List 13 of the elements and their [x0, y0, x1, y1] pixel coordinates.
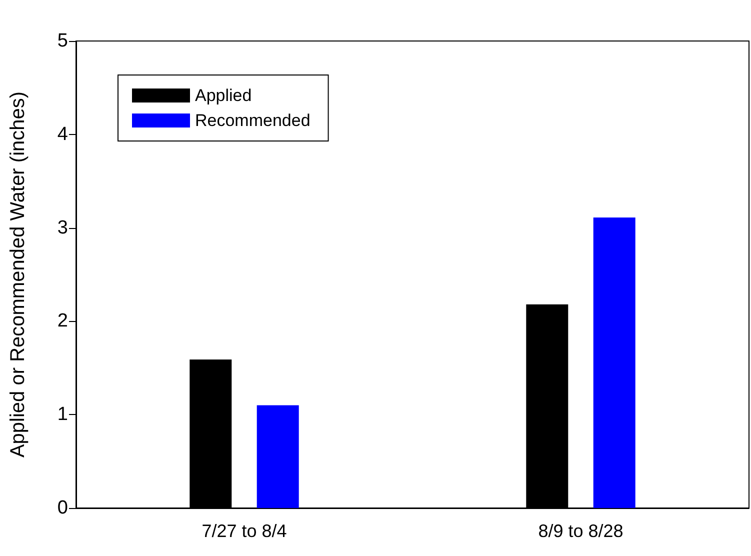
y-tick-label: 1	[57, 404, 68, 426]
legend-label: Recommended	[195, 111, 310, 130]
y-tick-label: 3	[57, 217, 68, 238]
y-tick-label: 4	[57, 124, 68, 145]
bar	[256, 405, 299, 508]
legend-label: Applied	[195, 86, 252, 105]
bar	[593, 218, 636, 508]
x-tick-label: 7/27 to 8/4	[202, 521, 287, 541]
y-tick-label: 0	[57, 498, 68, 518]
y-axis-title: Applied or Recommended Water (inches)	[7, 91, 29, 458]
x-tick-label: 8/9 to 8/28	[538, 521, 624, 541]
y-tick-label: 5	[57, 30, 68, 52]
y-tick-label: 2	[57, 310, 68, 332]
